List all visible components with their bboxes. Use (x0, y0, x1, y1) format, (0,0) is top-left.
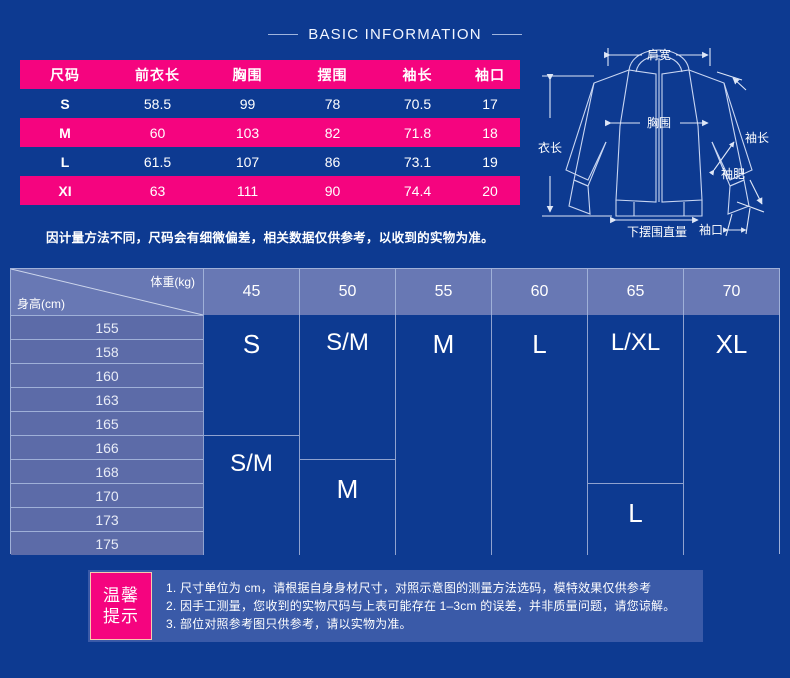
weight-header-45: 45 (203, 269, 299, 315)
weight-axis-label: 体重(kg) (150, 275, 195, 289)
size-cell-50-S-M: S/M (299, 315, 395, 459)
size-cell-45-S-M: S/M (203, 435, 299, 555)
diagram-label-length: 衣长 (538, 140, 562, 155)
col-header-front-length: 前衣长 (135, 66, 180, 83)
notice-panel: 温馨 提示 1. 尺寸单位为 cm，请根据自身身材尺寸，对照示意图的测量方法选码… (88, 570, 703, 642)
size-cell-60-L: L (491, 315, 587, 555)
cell-value: 107 (235, 153, 260, 170)
cell-value: 111 (236, 182, 259, 199)
col-header-hem: 摆围 (317, 66, 348, 83)
cell-size: XI (58, 182, 72, 199)
weight-header-65: 65 (587, 269, 683, 315)
table-row: S 58.5 99 78 70.5 17 (20, 89, 520, 118)
height-row-160: 160 (11, 363, 203, 387)
height-row-173: 173 (11, 507, 203, 531)
col-header-cuff: 袖口 (475, 66, 505, 83)
cell-value: 61.5 (143, 153, 172, 170)
title-rule-right (491, 33, 522, 35)
size-cell-55-M: M (395, 315, 491, 555)
cell-value: 73.1 (403, 153, 432, 170)
corner-diagonal-divider (11, 269, 203, 315)
cell-value: 60 (149, 124, 166, 141)
weight-header-70: 70 (683, 269, 779, 315)
cell-value: 63 (149, 182, 166, 199)
weight-header-60: 60 (491, 269, 587, 315)
cell-value: 70.5 (403, 95, 432, 112)
cell-value: 74.4 (403, 182, 432, 199)
table-header-row: 尺码 前衣长 胸围 摆围 袖长 袖口 (20, 60, 520, 89)
notice-line-2: 2. 因手工测量，您收到的实物尺码与上表可能存在 1–3cm 的误差，并非质量问… (166, 598, 676, 613)
cell-value: 17 (482, 95, 498, 112)
size-cell-50-M: M (299, 459, 395, 555)
cell-size: L (60, 153, 70, 170)
cell-value: 90 (324, 182, 341, 199)
height-row-170: 170 (11, 483, 203, 507)
cell-value: 82 (324, 124, 341, 141)
diagram-label-shoulder: 肩宽 (647, 47, 671, 62)
height-row-168: 168 (11, 459, 203, 483)
weight-header-55: 55 (395, 269, 491, 315)
table-row: M 60 103 82 71.8 18 (20, 118, 520, 147)
size-cell-45-S: S (203, 315, 299, 435)
grid-corner-cell: 体重(kg) 身高(cm) (11, 269, 203, 315)
jacket-outline (565, 49, 753, 217)
size-cell-70-XL: XL (683, 315, 779, 555)
diagram-label-bust: 胸围 (647, 115, 671, 130)
height-row-175: 175 (11, 531, 203, 555)
col-header-size: 尺码 (50, 66, 80, 83)
dim-cuff (723, 207, 751, 237)
garment-diagram: 肩宽 衣长 胸围 下摆围直量 袖长 (528, 30, 790, 260)
notice-line-3: 3. 部位对照参考图只供参考，请以实物为准。 (166, 617, 412, 632)
cell-value: 99 (239, 95, 256, 112)
cell-size: S (60, 95, 70, 112)
height-row-163: 163 (11, 387, 203, 411)
dim-length (542, 74, 612, 217)
title-rule-left (268, 33, 299, 35)
diagram-label-sleeve-length: 袖长 (745, 130, 769, 145)
table-row: L 61.5 107 86 73.1 19 (20, 147, 520, 176)
dim-sleeve-length (716, 71, 765, 213)
measurement-table: 尺码 前衣长 胸围 摆围 袖长 袖口 S 58.5 99 78 70.5 17 … (20, 60, 520, 205)
weight-header-50: 50 (299, 269, 395, 315)
diagram-label-hem: 下摆围直量 (627, 225, 687, 239)
cell-value: 20 (482, 182, 498, 199)
cell-size: M (59, 124, 71, 141)
table-row: XI 63 111 90 74.4 20 (20, 176, 520, 205)
size-cell-65-L-XL: L/XL (587, 315, 683, 483)
cell-value: 86 (324, 153, 341, 170)
cell-value: 58.5 (143, 95, 172, 112)
cell-value: 18 (482, 124, 498, 141)
col-header-sleeve-length: 袖长 (402, 66, 433, 83)
height-row-165: 165 (11, 411, 203, 435)
height-row-166: 166 (11, 435, 203, 459)
dim-sleeve-width (708, 141, 735, 176)
col-header-bust: 胸围 (232, 66, 263, 83)
notice-badge: 温馨 提示 (90, 572, 152, 640)
page-title-bar: BASIC INFORMATION (0, 22, 790, 46)
measurement-note: 因计量方法不同，尺码会有细微偏差，相关数据仅供参考，以收到的实物为准。 (45, 231, 494, 245)
notice-badge-line2: 提示 (103, 607, 139, 626)
cell-value: 103 (235, 124, 260, 141)
size-recommendation-grid: 体重(kg) 身高(cm) 45 50 55 60 65 70 155 158 160 163 16… (10, 268, 780, 555)
height-row-155: 155 (11, 315, 203, 339)
notice-text-block: 1. 尺寸单位为 cm，请根据自身身材尺寸，对照示意图的测量方法选码，模特效果仅… (154, 570, 703, 642)
page-title: BASIC INFORMATION (308, 25, 482, 43)
height-row-158: 158 (11, 339, 203, 363)
diagram-label-cuff: 袖口 (699, 222, 723, 237)
size-cell-65-L: L (587, 483, 683, 555)
height-axis-label: 身高(cm) (17, 297, 65, 311)
cell-value: 71.8 (403, 124, 432, 141)
notice-line-1: 1. 尺寸单位为 cm，请根据自身身材尺寸，对照示意图的测量方法选码，模特效果仅… (166, 580, 652, 595)
dim-shoulder (604, 48, 711, 66)
diagram-label-sleeve-width: 袖肥 (721, 166, 745, 181)
cell-value: 78 (324, 95, 341, 112)
cell-value: 19 (482, 153, 498, 170)
notice-badge-line1: 温馨 (103, 585, 139, 605)
